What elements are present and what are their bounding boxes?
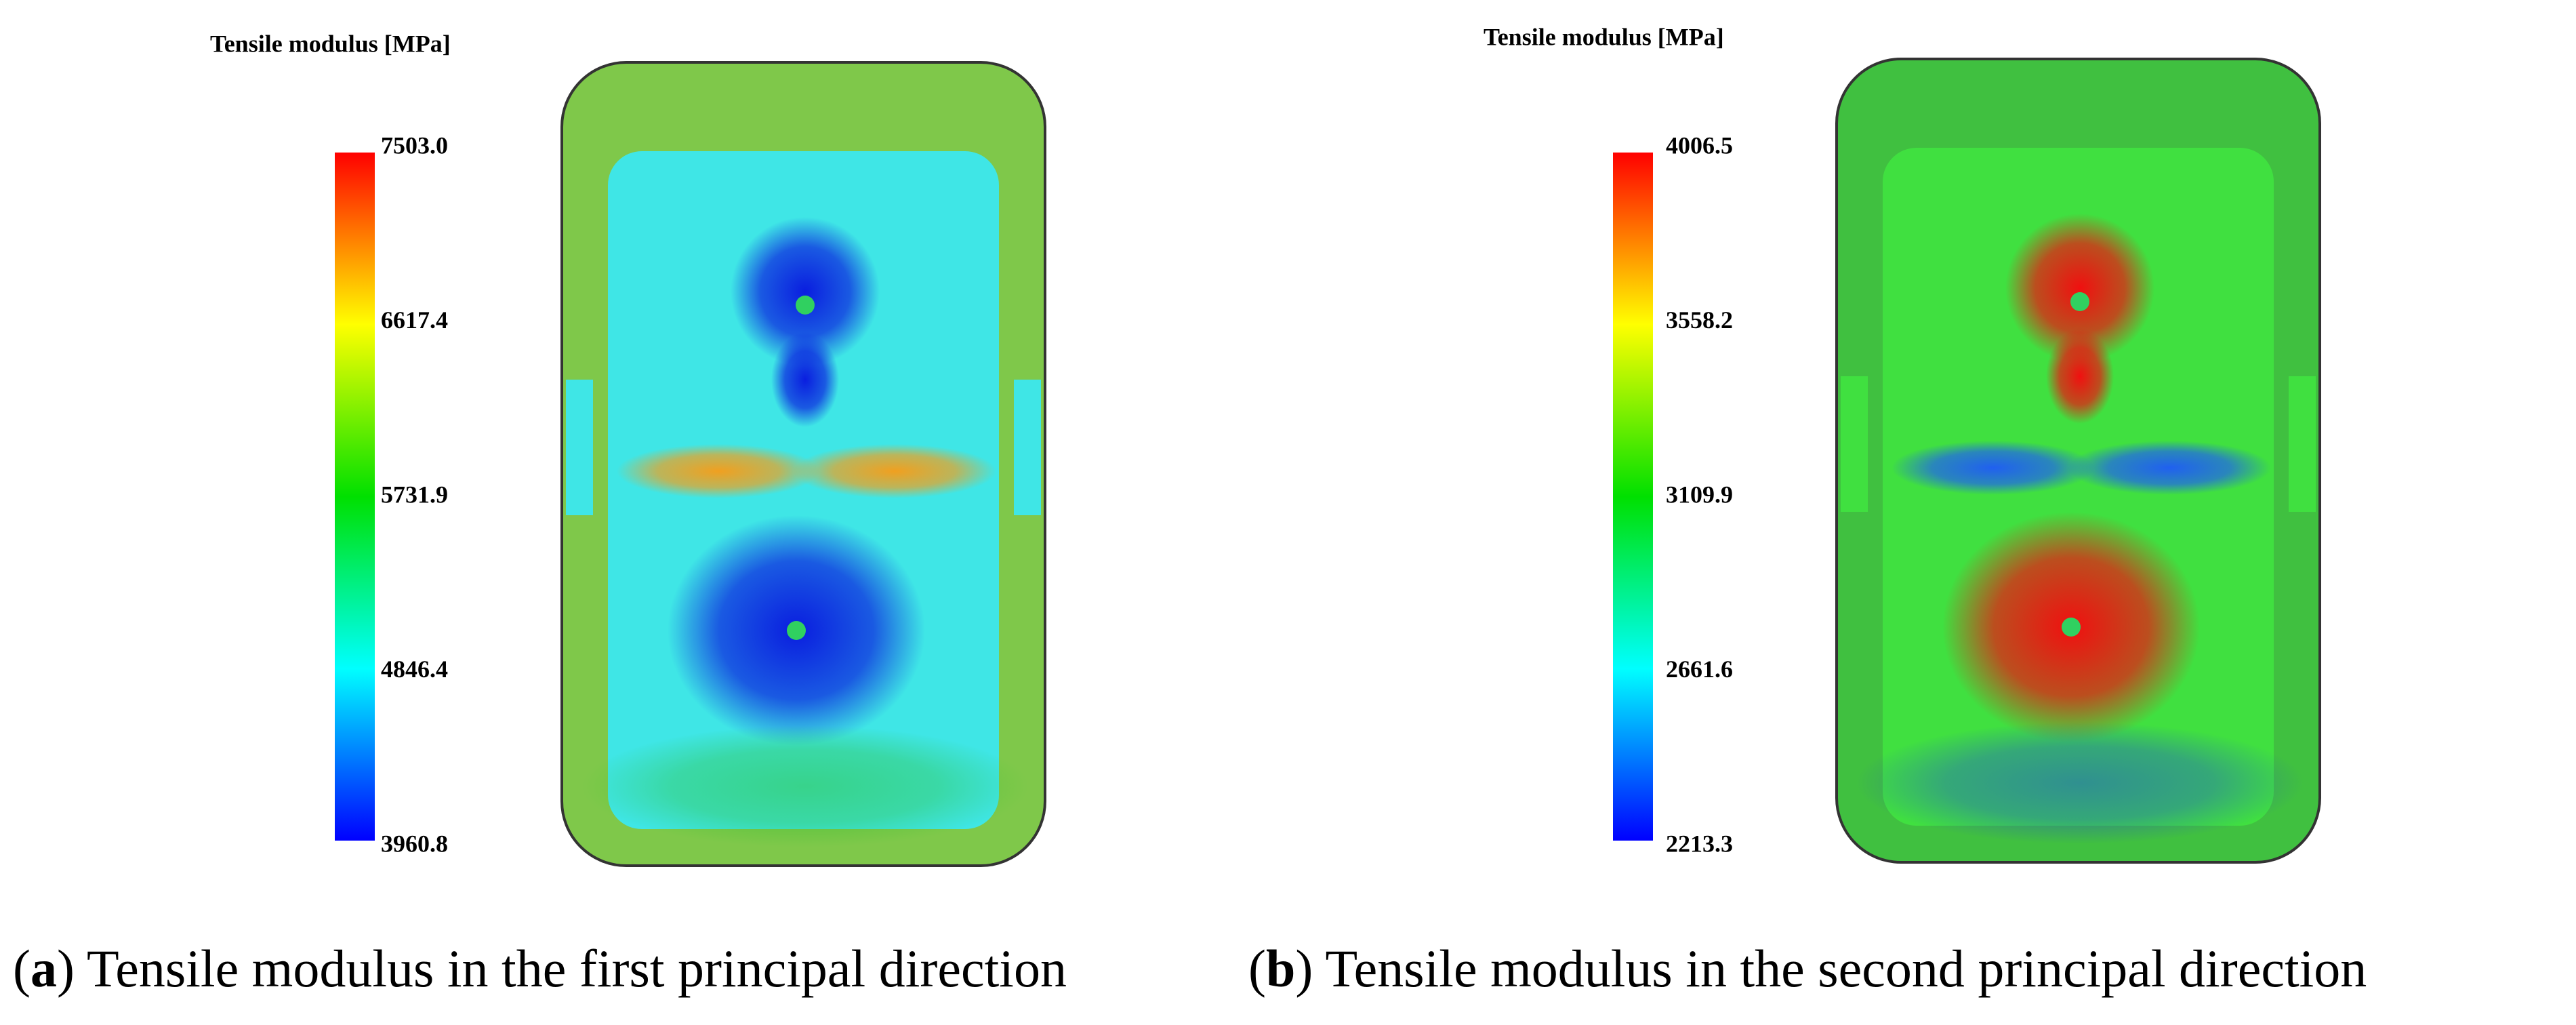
- panel-title: Tensile modulus [MPa]: [210, 30, 451, 57]
- caption-label: b: [1266, 939, 1295, 998]
- gate-point: [2062, 618, 2081, 637]
- colorbar-tick-label: 7503.0: [381, 132, 448, 159]
- gate-point: [2070, 292, 2089, 311]
- colorbar-tick-label: 3558.2: [1666, 306, 1733, 334]
- colorbar-tick-label: 2661.6: [1666, 656, 1733, 683]
- colorbar: [335, 153, 375, 841]
- caption-prefix: (: [1248, 939, 1266, 998]
- field-band: [617, 444, 820, 498]
- field-blob: [771, 332, 839, 427]
- colorbar-tick-label: 3960.8: [381, 830, 448, 857]
- field-band: [1892, 441, 2095, 495]
- gate-point: [796, 296, 815, 315]
- caption: (a) Tensile modulus in the first princip…: [13, 939, 1067, 998]
- field-band: [793, 444, 996, 498]
- field-blob: [731, 217, 880, 366]
- field-blob: [2005, 214, 2154, 363]
- contour-plot: [560, 61, 1046, 867]
- caption-prefix: (: [13, 939, 30, 998]
- panel-title: Tensile modulus [MPa]: [1484, 23, 1724, 50]
- field-band: [2068, 441, 2271, 495]
- colorbar-tick-label: 6617.4: [381, 306, 448, 334]
- caption-text: ) Tensile modulus in the first principal…: [57, 939, 1067, 998]
- caption-text: ) Tensile modulus in the second principa…: [1295, 939, 2367, 998]
- part-side-right: [1014, 380, 1041, 515]
- caption: (b) Tensile modulus in the second princi…: [1248, 939, 2367, 998]
- colorbar-tick-label: 5731.9: [381, 481, 448, 508]
- field-edge: [581, 725, 1029, 847]
- field-edge: [1856, 722, 2304, 844]
- part-side-right: [2289, 376, 2316, 512]
- contour-plot: [1835, 58, 2321, 864]
- colorbar: [1613, 153, 1653, 841]
- colorbar-tick-label: 4006.5: [1666, 132, 1733, 159]
- colorbar-tick-label: 4846.4: [381, 656, 448, 683]
- colorbar-tick-label: 2213.3: [1666, 830, 1733, 857]
- colorbar-tick-label: 3109.9: [1666, 481, 1733, 508]
- part-side-left: [566, 380, 593, 515]
- field-blob: [2046, 329, 2114, 424]
- caption-label: a: [30, 939, 57, 998]
- part-side-left: [1841, 376, 1868, 512]
- gate-point: [787, 621, 806, 640]
